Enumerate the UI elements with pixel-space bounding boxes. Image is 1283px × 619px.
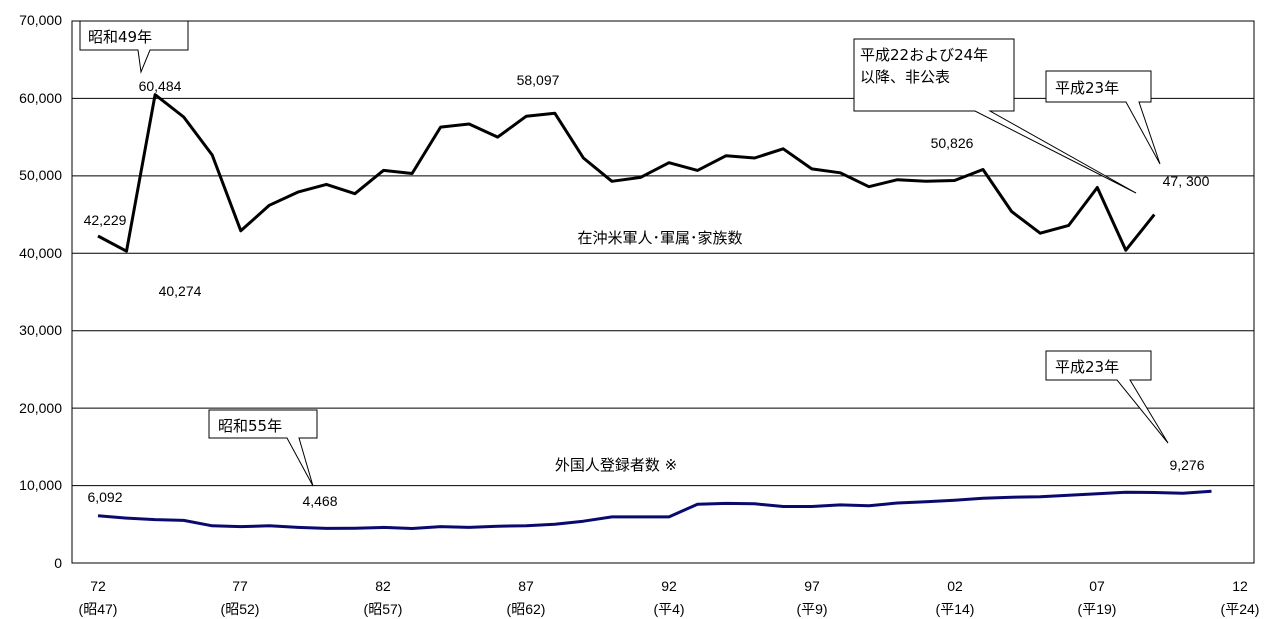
data-label: 4,468	[302, 493, 337, 509]
x-tick-label: 87	[518, 578, 534, 594]
x-tick-sublabel: (平14)	[936, 601, 975, 617]
y-tick-label: 60,000	[19, 90, 62, 106]
y-tick-label: 40,000	[19, 245, 62, 261]
data-label: 6,092	[87, 489, 122, 505]
y-tick-label: 50,000	[19, 167, 62, 183]
x-tick-label: 77	[232, 578, 248, 594]
callout-text: 平成23年	[1055, 79, 1119, 97]
callout-text: 以降、非公表	[860, 68, 950, 86]
x-tick-sublabel: (平24)	[1221, 601, 1260, 617]
x-tick-sublabel: (平4)	[653, 601, 684, 617]
callout-showa55: 昭和55年	[208, 409, 318, 487]
x-tick-sublabel: (昭62)	[507, 601, 546, 617]
x-tick-label: 07	[1089, 578, 1105, 594]
y-tick-label: 0	[54, 555, 62, 571]
series-layer	[97, 93, 1212, 530]
y-tick-labels: 0 10,000 20,000 30,000 40,000 50,000 60,…	[19, 12, 62, 571]
series-line-military	[97, 93, 1156, 253]
data-label: 40,274	[159, 283, 202, 299]
callout-heisei23-bottom: 平成23年	[1045, 350, 1169, 444]
series-label-foreign: 外国人登録者数 ※	[555, 456, 677, 474]
callout-heisei22: 平成22および24年 以降、非公表	[853, 38, 1137, 194]
x-tick-label: 82	[375, 578, 391, 594]
x-tick-sublabel: (平19)	[1078, 601, 1117, 617]
data-label: 42,229	[84, 212, 127, 228]
y-tick-label: 20,000	[19, 400, 62, 416]
x-tick-label: 02	[947, 578, 963, 594]
x-tick-label: 72	[90, 578, 106, 594]
x-tick-sublabel: (昭52)	[221, 601, 260, 617]
data-label: 58,097	[517, 72, 560, 88]
callout-heisei23-top: 平成23年	[1045, 70, 1161, 165]
series-label-military: 在沖米軍人･軍属･家族数	[577, 229, 742, 247]
data-label: 9,276	[1169, 457, 1204, 473]
plot-frame	[71, 20, 1255, 564]
callout-text: 平成22および24年	[860, 46, 988, 64]
x-tick-sublabel: (平9)	[796, 601, 827, 617]
callout-text: 昭和49年	[88, 28, 152, 46]
gridlines	[72, 97, 1254, 487]
x-tick-labels: 72 (昭47) 77 (昭52) 82 (昭57) 87 (昭62) 92 (…	[79, 578, 1260, 617]
y-tick-label: 30,000	[19, 322, 62, 338]
x-tick-sublabel: (昭47)	[79, 601, 118, 617]
callout-text: 平成23年	[1055, 358, 1119, 376]
y-tick-label: 10,000	[19, 477, 62, 493]
x-tick-sublabel: (昭57)	[364, 601, 403, 617]
data-label: 47, 300	[1163, 173, 1210, 189]
series-line-foreign	[97, 489, 1212, 530]
data-label: 60,484	[139, 78, 182, 94]
x-tick-label: 97	[804, 578, 820, 594]
x-tick-label: 92	[661, 578, 677, 594]
callout-showa49: 昭和49年	[79, 20, 189, 74]
data-label: 50,826	[931, 135, 974, 151]
x-tick-label: 12	[1232, 578, 1248, 594]
y-tick-label: 70,000	[19, 12, 62, 28]
callout-text: 昭和55年	[218, 417, 282, 435]
